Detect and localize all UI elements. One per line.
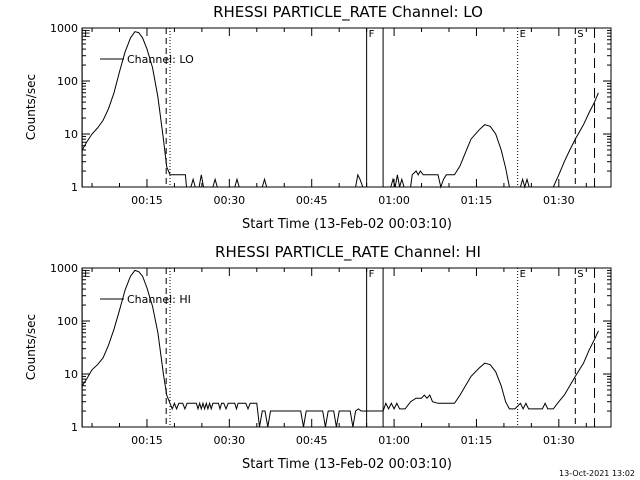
x-tick-label: 00:30 [213, 434, 245, 447]
x-tick-label: 00:15 [131, 434, 163, 447]
event-marker-label: F [369, 29, 375, 40]
event-marker-label: E [520, 29, 526, 40]
x-tick-label: 01:15 [461, 194, 493, 207]
panel-channel-hi: RHESSI PARTICLE_RATE Channel: HI Counts/… [24, 243, 612, 472]
y-tick-label: 100 [57, 315, 78, 328]
y-tick-label: 1 [71, 421, 78, 434]
y-tick-label: 1000 [50, 262, 78, 275]
event-marker-label: F [369, 269, 375, 280]
y-tick-label: 1000 [50, 22, 78, 35]
series-layer [81, 269, 599, 428]
x-tick-label: 01:30 [543, 434, 575, 447]
x-tick-label: 01:00 [378, 434, 410, 447]
x-tick-label: 00:45 [296, 194, 328, 207]
y-axis-label: Counts/sec [24, 74, 38, 140]
x-axis-label: Start Time (13-Feb-02 00:03:10) [242, 217, 452, 232]
chart-title: RHESSI PARTICLE_RATE Channel: HI [215, 243, 481, 262]
event-marker-label: E [520, 269, 526, 280]
series-layer [81, 31, 599, 189]
x-tick-label: 01:15 [461, 434, 493, 447]
legend: Channel: HI [100, 293, 191, 306]
event-marker-label: S [577, 29, 583, 40]
legend-label: Channel: LO [127, 53, 194, 66]
y-axis-label: Counts/sec [24, 314, 38, 380]
x-tick-label: 00:30 [213, 194, 245, 207]
y-tick-label: 10 [64, 128, 78, 141]
date-stamp: 13-Oct-2021 13:02 [559, 469, 635, 478]
legend: Channel: LO [100, 53, 194, 66]
plot-frame [81, 267, 612, 428]
x-tick-label: 00:15 [131, 194, 163, 207]
axis-ticks: 1 10 100 1000 00:15 00:30 00:45 01:00 01:15 01:30 [50, 262, 611, 447]
x-axis-label: Start Time (13-Feb-02 00:03:10) [242, 457, 452, 472]
y-tick-label: 1 [71, 181, 78, 194]
x-tick-label: 01:30 [543, 194, 575, 207]
axis-ticks: 1 10 100 1000 00:15 00:30 00:45 01:00 01:15 01:30 [50, 22, 611, 207]
plot-frame [81, 27, 612, 188]
series-line [81, 31, 599, 189]
event-marker-label: E [84, 29, 90, 40]
panel-channel-lo: RHESSI PARTICLE_RATE Channel: LO Counts/… [24, 3, 612, 232]
series-line [81, 269, 599, 428]
legend-label: Channel: HI [127, 293, 191, 306]
x-tick-label: 00:45 [296, 434, 328, 447]
event-marker-label: E [84, 269, 90, 280]
event-marker-label: S [577, 269, 583, 280]
y-tick-label: 10 [64, 368, 78, 381]
x-tick-label: 01:00 [378, 194, 410, 207]
y-tick-label: 100 [57, 75, 78, 88]
chart-title: RHESSI PARTICLE_RATE Channel: LO [213, 3, 483, 22]
